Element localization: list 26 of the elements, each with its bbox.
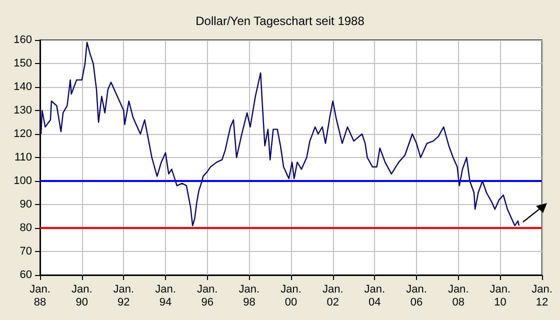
- x-tick-label: Jan. 98: [238, 284, 260, 308]
- y-tick-label: 100: [14, 175, 32, 187]
- x-tick-label: Jan. 96: [196, 284, 218, 308]
- line-series: [40, 42, 520, 226]
- y-tick-label: 140: [14, 81, 32, 93]
- y-tick-label: 160: [14, 34, 32, 46]
- y-tick-label: 130: [14, 104, 32, 116]
- y-tick-label: 80: [20, 222, 32, 234]
- x-tick-label: Jan. 02: [322, 284, 344, 308]
- x-tick-label: Jan. 92: [113, 284, 134, 308]
- y-tick-label: 60: [20, 269, 32, 281]
- x-tick-label: Jan. 90: [71, 284, 92, 308]
- y-tick-label: 110: [14, 152, 32, 164]
- y-tick-label: 150: [14, 58, 32, 70]
- y-tick-label: 120: [14, 128, 32, 140]
- y-tick-label: 70: [20, 246, 32, 258]
- x-tick-label: Jan. 06: [406, 284, 427, 308]
- x-tick-label: Jan. 04: [364, 284, 386, 308]
- y-tick-label: 90: [20, 198, 32, 210]
- x-tick-label: Jan. 88: [30, 284, 50, 308]
- x-tick-label: Jan. 00: [280, 284, 302, 308]
- x-tick-label: Jan. 94: [155, 284, 176, 308]
- x-tick-label: Jan. 10: [490, 284, 511, 308]
- x-tick-label: Jan. 08: [448, 284, 469, 308]
- x-tick-label: Jan. 12: [532, 284, 552, 308]
- chart-title: Dollar/Yen Tageschart seit 1988: [196, 14, 365, 28]
